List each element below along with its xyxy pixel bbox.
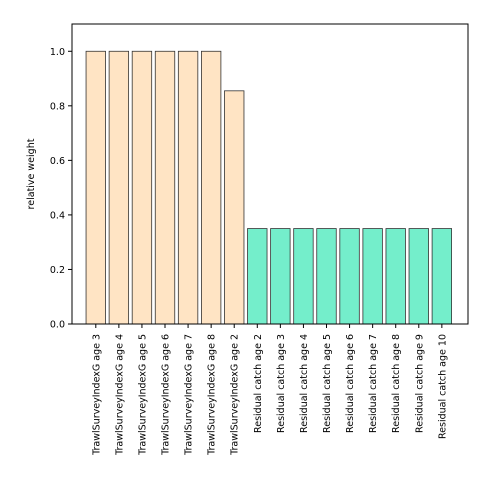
x-axis: TrawlSurveyIndexG age 3 TrawlSurveyIndexG… [91,324,448,456]
bar-5 [177,50,199,325]
x-tick-label-9: Residual catch age 3 [276,334,287,433]
x-tick-label-15: Residual catch age 9 [414,334,425,433]
x-tick-label-13: Residual catch age 7 [368,334,379,433]
bar-12 [339,228,360,325]
y-tick-label-4: 0.6 [50,156,65,167]
x-tick-label-10: Residual catch age 4 [299,334,310,433]
bar-9 [270,228,291,325]
y-axis-label: relative weight [26,138,37,209]
bar-4 [154,50,176,325]
y-tick-label-3: 0.4 [50,210,65,221]
x-tick-label-8: Residual catch age 2 [253,334,264,433]
bar-13 [362,228,383,325]
bar-16 [431,228,453,325]
bar-3 [131,50,153,325]
bar-11 [316,228,337,325]
bar-10 [293,228,314,325]
x-tick-label-11: Residual catch age 5 [322,334,333,433]
y-tick-label-6: 1.0 [50,47,65,58]
bar-2 [108,50,130,325]
x-tick-label-3: TrawlSurveyIndexG age 5 [137,334,148,456]
bars-group [85,50,453,325]
y-tick-label-5: 0.8 [50,101,65,112]
bar-1 [85,50,106,325]
x-tick-label-1: TrawlSurveyIndexG age 3 [91,334,102,456]
y-axis: 0.0 0.2 0.4 0.6 0.8 1.0 [50,47,72,331]
x-tick-label-12: Residual catch age 6 [345,334,356,433]
y-tick-label-1: 0.0 [50,320,65,331]
bar-14 [385,228,406,325]
x-tick-label-6: TrawlSurveyIndexG age 8 [207,334,218,456]
x-tick-label-5: TrawlSurveyIndexG age 7 [184,334,195,456]
bar-7 [224,90,245,325]
bar-6 [200,50,222,325]
y-tick-label-2: 0.2 [50,265,65,276]
x-tick-label-2: TrawlSurveyIndexG age 4 [114,334,125,456]
plot-frame [71,23,469,325]
bar-15 [408,228,429,325]
bar-8 [247,228,268,325]
x-tick-label-14: Residual catch age 8 [391,334,402,433]
x-tick-label-7: TrawlSurveyIndexG age 2 [230,334,241,456]
x-tick-label-4: TrawlSurveyIndexG age 6 [161,334,172,456]
x-tick-label-16: Residual catch age 10 [437,334,448,439]
